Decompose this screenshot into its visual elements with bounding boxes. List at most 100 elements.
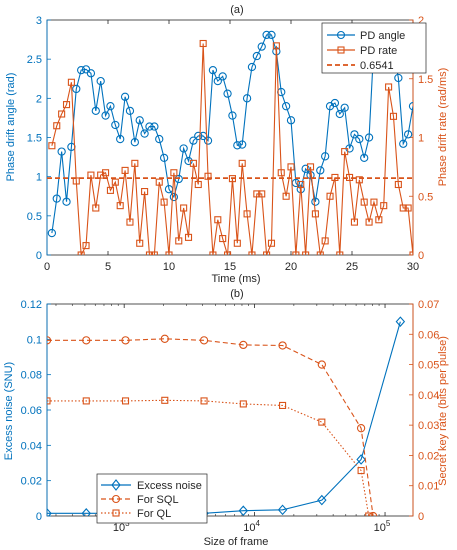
panel-b-series-for-ql-point bbox=[357, 467, 365, 475]
panel-b-series-excess-noise-point bbox=[81, 508, 91, 516]
panel-a-x-ticks: 0 5 10 15 20 25 30 bbox=[44, 20, 419, 273]
panel-b-x-tick-label: 103 bbox=[113, 519, 130, 534]
panel-a-series-pd-angle-point bbox=[179, 144, 188, 153]
panel-a-x-tick-label: 0 bbox=[44, 261, 50, 273]
panel-a-series-pd-rate-point bbox=[341, 148, 349, 156]
panel-a-series-pd-angle-point bbox=[364, 133, 374, 142]
panel-a-series-pd-angle-point bbox=[159, 153, 169, 163]
panel-a-series-pd-angle-point bbox=[242, 94, 252, 103]
panel-b: (b) 103 104 105 0 0.02 0.04 0.06 0.08 0.1 0.12 0 0.… bbox=[3, 288, 449, 548]
panel-a-x-tick-label: 20 bbox=[285, 261, 297, 273]
panel-a-series-pd-rate-point bbox=[48, 142, 56, 150]
panel-b-y-left-tick-label: 0.02 bbox=[21, 476, 42, 488]
panel-a-y-left-tick-label: 1 bbox=[36, 172, 42, 184]
panel-a-series-pd-angle-point bbox=[330, 98, 340, 108]
panel-b-series-excess-noise-point bbox=[317, 494, 327, 506]
legend-item-sql: For SQL bbox=[101, 494, 179, 506]
panel-a-series-pd-rate-point bbox=[209, 251, 217, 255]
panel-a-series-pd-rate-point bbox=[360, 198, 368, 206]
panel-a-series-pd-rate-point bbox=[72, 177, 80, 185]
panel-a-series-pd-angle-point bbox=[247, 62, 257, 72]
panel-a-series-pd-angle-point bbox=[350, 130, 359, 139]
panel-a-y-left-tick-label: 2 bbox=[36, 93, 42, 105]
panel-b-series-for-ql-point bbox=[161, 396, 169, 404]
panel-a-series-pd-angle-point bbox=[316, 166, 325, 175]
panel-a-series-pd-angle-point bbox=[120, 92, 130, 101]
panel-b-x-tick-label: 105 bbox=[374, 519, 391, 534]
panel-a-series-pd-rate-point bbox=[350, 218, 358, 226]
panel-b-series-excess-noise-point bbox=[238, 505, 249, 516]
panel-a-series-pd-angle-point bbox=[394, 73, 403, 83]
panel-a-series-pd-angle-point bbox=[189, 136, 198, 145]
panel-a-series-pd-angle-point bbox=[140, 129, 149, 138]
panel-a-series-pd-angle-point bbox=[228, 111, 237, 120]
panel-a-series-pd-angle-point bbox=[233, 141, 242, 150]
panel-a-series-pd-angle-point bbox=[47, 228, 57, 238]
panel-a-series-pd-rate-point bbox=[263, 251, 271, 255]
panel-a-series-pd-angle-point bbox=[111, 120, 120, 130]
panel-a-series-pd-angle-point bbox=[321, 152, 330, 161]
legend-marker-sql bbox=[111, 494, 121, 504]
panel-a-series-pd-rate-point bbox=[311, 210, 319, 218]
panel-a-x-axis-label: Time (ms) bbox=[211, 273, 260, 285]
panel-a-series-pd-angle-point bbox=[72, 84, 81, 94]
legend-marker-ql bbox=[112, 509, 120, 517]
panel-b-y-right-tick-label: 0.04 bbox=[418, 390, 439, 402]
panel-a-series-pd-rate-point bbox=[194, 180, 202, 189]
panel-a-series-pd-rate-point bbox=[404, 204, 412, 212]
panel-b-series-for-ql-point bbox=[200, 397, 208, 405]
panel-a-series-pd-rate-point bbox=[126, 218, 134, 226]
panel-a-series-pd-rate-point bbox=[365, 218, 373, 226]
panel-b-y-left-tick-label: 0.1 bbox=[27, 334, 42, 346]
panel-a-series-pd-rate-point bbox=[214, 216, 222, 224]
panel-b-series-for-ql-point bbox=[82, 397, 90, 405]
panel-a-series-pd-rate-point bbox=[131, 159, 139, 167]
panel-a-series-pd-angle-point bbox=[403, 130, 413, 139]
panel-a-series-pd-angle-point bbox=[130, 138, 139, 147]
panel-a-series-pd-rate-point bbox=[67, 78, 75, 86]
panel-b-series-for-sql-point bbox=[160, 334, 169, 343]
panel-a-series-pd-rate-point bbox=[380, 202, 388, 210]
panel-a-series-pd-rate-point bbox=[267, 239, 276, 247]
panel-a-series-pd-rate-point bbox=[77, 251, 85, 255]
panel-b-series-for-sql-point bbox=[82, 336, 91, 345]
panel-a-series-pd-rate-point bbox=[204, 172, 212, 180]
panel-a-series-pd-rate-point bbox=[116, 202, 124, 210]
legend-marker-pd-rate bbox=[337, 46, 345, 54]
panel-a-series-pd-rate-point bbox=[170, 169, 178, 177]
panel-a-series-pd-rate-point bbox=[141, 188, 149, 196]
panel-a-series-pd-angle-point bbox=[238, 140, 247, 149]
panel-a-series-pd-rate-point bbox=[370, 198, 378, 206]
panel-a-series-pd-rate-point bbox=[287, 163, 295, 171]
panel-b-label: (b) bbox=[230, 288, 243, 300]
panel-a-series-pd-angle-line bbox=[51, 29, 413, 234]
panel-a-series-pd-rate-point bbox=[150, 251, 158, 255]
panel-a-series-pd-rate-point bbox=[180, 204, 188, 212]
panel-b-y-left-tick-label: 0.06 bbox=[21, 405, 42, 417]
panel-a-series-pd-rate-point bbox=[155, 178, 163, 186]
panel-a-series-pd-angle-point bbox=[62, 197, 71, 206]
panel-a-y-left-tick-label: 2.5 bbox=[27, 54, 42, 66]
panel-a-y-left-tick-label: 3 bbox=[36, 15, 42, 27]
panel-a-series-pd-angle-point bbox=[194, 131, 203, 141]
panel-a-series-pd-rate-point bbox=[58, 110, 66, 118]
panel-a-series-pd-rate-point bbox=[184, 233, 193, 241]
panel-a-series-pd-angle-point bbox=[257, 42, 266, 51]
panel-b-y-left-tick-label: 0.12 bbox=[21, 299, 42, 311]
panel-a-series-pd-rate-point bbox=[106, 186, 114, 194]
panel-a-series-pd-angle-point bbox=[184, 156, 193, 166]
panel-a-x-tick-label: 25 bbox=[346, 261, 358, 273]
panel-b-y-right-ticks: 0 0.01 0.02 0.03 0.04 0.05 0.06 0.07 bbox=[409, 299, 439, 523]
panel-a-series-pd-rate-point bbox=[243, 210, 251, 218]
panel-b-y-right-tick-label: 0 bbox=[418, 511, 424, 523]
panel-a-series-pd-rate-point bbox=[160, 198, 168, 206]
panel-b-series-for-sql-point bbox=[239, 340, 248, 350]
panel-a-series-pd-rate-point bbox=[316, 251, 324, 255]
legend-marker-pd-angle bbox=[336, 30, 346, 40]
panel-a-series-pd-angle-point bbox=[135, 116, 144, 125]
panel-b-y-right-tick-label: 0.02 bbox=[418, 450, 439, 462]
panel-a-series-pd-rate-point bbox=[224, 251, 232, 255]
panel-a-series-pd-rate-point bbox=[321, 237, 329, 245]
panel-a-series-pd-rate-point bbox=[121, 166, 129, 174]
